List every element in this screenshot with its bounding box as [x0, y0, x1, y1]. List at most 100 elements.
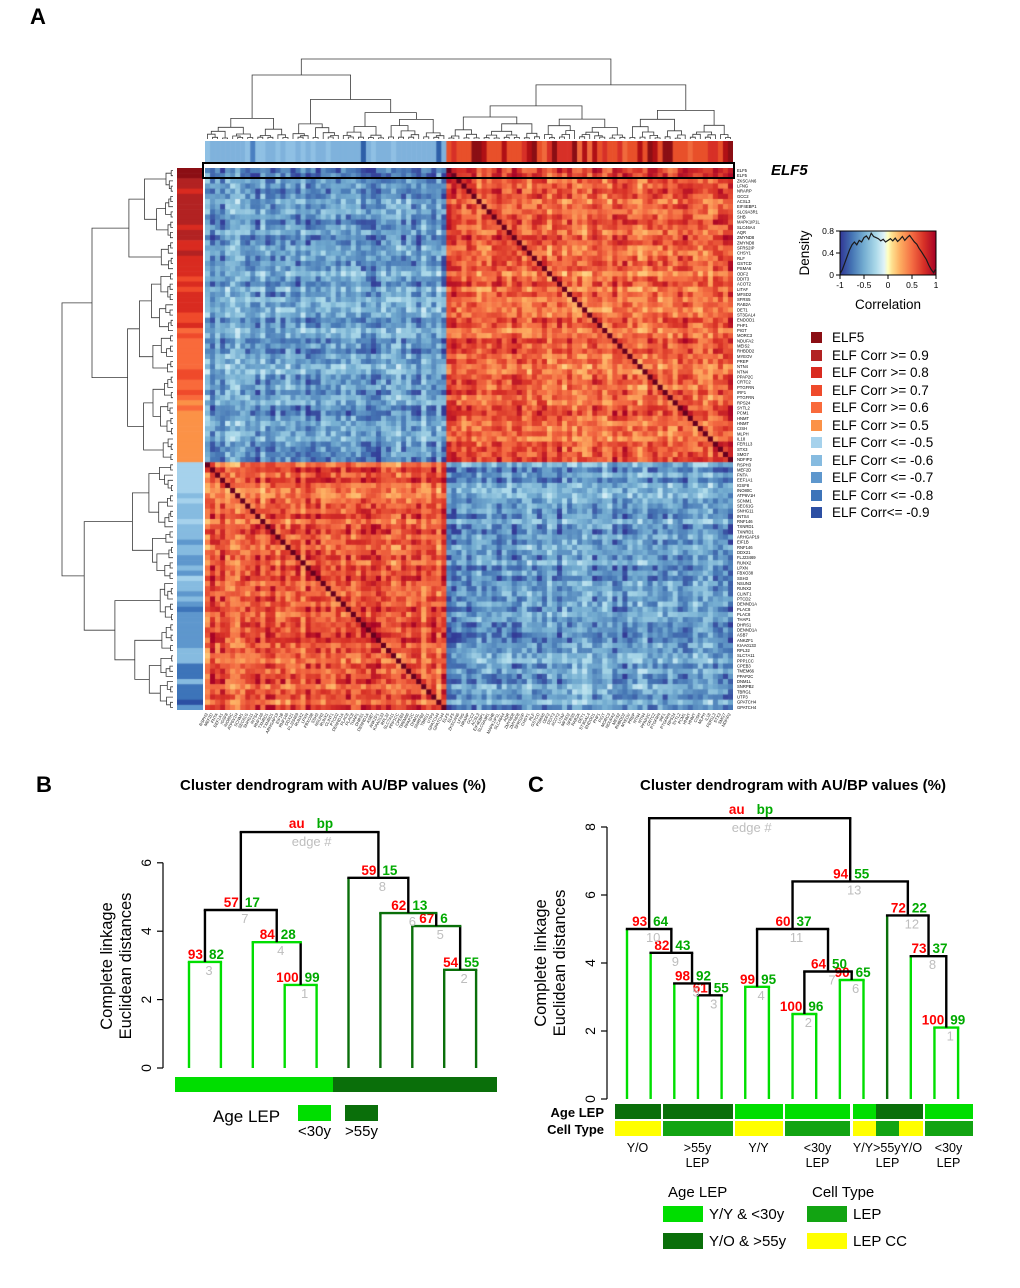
heatmap-legend-label: ELF Corr >= 0.8: [832, 365, 929, 381]
gene-row-label: ODF2: [737, 271, 749, 276]
bp-value-label: 65: [856, 965, 872, 980]
heatmap-legend-item: ELF Corr >= 0.7: [811, 382, 933, 400]
au-value-label: 99: [740, 972, 755, 987]
gene-row-label: UTP3: [737, 695, 748, 700]
gene-row-label: RNF146: [737, 519, 753, 524]
gene-column-label: DNM1L: [409, 712, 420, 727]
au-value-label: 60: [776, 914, 791, 929]
gene-row-label: DNM1L: [737, 679, 752, 684]
panel-a-label: A: [30, 4, 46, 29]
gene-column-label: IGSF8: [219, 712, 229, 726]
edge-number-label: 10: [646, 930, 660, 945]
gene-column-label: ODF2: [541, 712, 551, 725]
bp-value-label: 82: [209, 947, 224, 962]
gene-row-label: NSUN3: [737, 581, 752, 586]
gene-column-label: IL18: [704, 712, 713, 722]
gene-row-label: DET1: [737, 307, 748, 312]
gene-column-label: UTP3: [426, 712, 436, 724]
gene-row-label: PPP1CC: [737, 658, 754, 663]
panel-c-group-label-line: Y/O: [626, 1141, 649, 1155]
panel-c-celltype-cell: [735, 1121, 759, 1136]
color-key-xtick-label: -1: [836, 280, 844, 290]
heatmap-legend-swatch: [811, 332, 822, 344]
gene-column-label: GCC2: [466, 712, 476, 725]
heatmap-legend-item: ELF Corr <= -0.5: [811, 434, 933, 452]
panel-c-legend-title: Cell Type: [812, 1184, 875, 1201]
gene-column-label: CLINT1: [323, 712, 335, 728]
gene-row-label: CHSY1: [737, 251, 752, 256]
edge-number-label: 2: [805, 1015, 812, 1030]
gene-row-label: RSPH3: [737, 462, 752, 467]
bp-value-label: 95: [761, 972, 777, 987]
panel-c-celltype-cell: [637, 1121, 661, 1136]
gene-row-label: MLPH: [737, 431, 749, 436]
color-key-ylabel: Density: [797, 230, 812, 275]
panel-c-age-cell: [615, 1104, 638, 1119]
edge-number-label: 7: [241, 911, 248, 926]
gene-row-label: IL18: [737, 436, 746, 441]
panel-c-age-cell: [876, 1104, 900, 1119]
row-annotation-bar: [177, 168, 203, 710]
gene-column-label: HNMT: [687, 712, 697, 725]
gene-column-label: SSH3: [310, 712, 320, 725]
gene-column-label: MEF2D: [203, 712, 214, 727]
au-value-label: 64: [811, 957, 827, 972]
gene-column-label: RPL32: [379, 712, 390, 726]
gene-column-labels: RSPH3MEF2DFNTAEEF1A1IGSF8INO80CATP6V1HSC…: [198, 712, 732, 735]
gene-row-label: EIF4EBP1: [737, 204, 757, 209]
gene-row-label: RLF: [737, 256, 745, 261]
gene-row-label: ELF5: [737, 173, 748, 178]
gene-column-label: MORC3: [600, 712, 612, 728]
edge-number-label: 7: [828, 973, 835, 988]
edge-number-label: 9: [672, 954, 679, 969]
panel-c-legend-label: Y/O & >55y: [709, 1233, 787, 1250]
gene-row-label: PIGT: [737, 328, 747, 333]
gene-row-label: PHF1: [737, 323, 748, 328]
panel-b-age-bar-segment: [175, 1077, 333, 1092]
bp-value-label: 50: [832, 957, 847, 972]
gene-row-label: SNRPB2: [737, 684, 754, 689]
gene-column-label: NRARP: [459, 712, 470, 727]
gene-row-label: PTGFRN: [737, 385, 754, 390]
panel-c-age-cell: [948, 1104, 973, 1119]
gene-row-label: PPAP2C: [737, 674, 753, 679]
y-axis-label: Complete linkage: [98, 902, 116, 1030]
panel-c-group-label-line: Y/Y: [748, 1141, 769, 1155]
heatmap-legend-swatch: [811, 489, 822, 501]
gene-column-label: PCM1: [677, 712, 687, 725]
color-key-title: Correlation: [855, 297, 921, 312]
gene-row-label: KIAA0133: [737, 643, 757, 648]
y-axis-label: Euclidean distances: [551, 890, 569, 1037]
gene-row-label: SLC46A4: [737, 225, 756, 230]
edge-number-label: 8: [929, 957, 936, 972]
gene-row-label: ENDOD1: [737, 318, 755, 323]
gene-row-label: STX3: [737, 447, 748, 452]
gene-column-label: NTN4: [632, 712, 642, 725]
gene-column-label: MFSD2: [560, 712, 571, 727]
y-axis-label: Euclidean distances: [117, 893, 135, 1040]
au-value-label: 93: [188, 947, 204, 962]
gene-row-label: ELF5: [737, 168, 748, 173]
panel-c-group-label: >55y LEP: [684, 1141, 711, 1171]
gene-row-label: PTGFRN: [737, 395, 754, 400]
panel-c-age-cell: [899, 1104, 923, 1119]
edge-number-label: 12: [905, 916, 919, 931]
gene-column-label: DET1: [577, 712, 587, 724]
edge-number-label: 4: [757, 988, 764, 1003]
panel-c-group-label-line: <30y: [803, 1141, 832, 1155]
bp-value-label: 37: [797, 914, 812, 929]
bp-value-label: 55: [854, 866, 870, 881]
gene-row-label: FNTA: [737, 473, 748, 478]
gene-row-label: SLC7A11: [737, 653, 755, 658]
heatmap-legend-label: ELF Corr <= -0.7: [832, 470, 934, 486]
panel-c-age-cell: [709, 1104, 733, 1119]
gene-row-label: ZKSCAN6: [737, 178, 757, 183]
gene-row-label: CISH: [737, 426, 747, 431]
panel-c-group-label-line: LEP: [685, 1156, 710, 1170]
gene-row-label: TXNRD1: [737, 524, 754, 529]
panel-c-age-cell: [735, 1104, 759, 1119]
gene-row-label: GCC2: [737, 194, 749, 199]
gene-row-label: NTN4: [737, 369, 749, 374]
panel-c-celltype-cell: [876, 1121, 900, 1136]
heatmap-legend-label: ELF Corr <= -0.8: [832, 487, 934, 503]
